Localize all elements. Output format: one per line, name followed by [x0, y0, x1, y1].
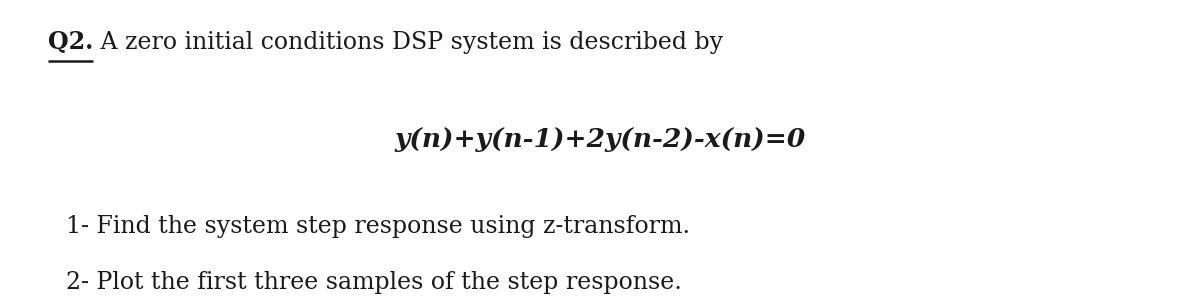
Text: A zero initial conditions DSP system is described by: A zero initial conditions DSP system is … — [94, 31, 724, 54]
Text: 1- Find the system step response using z-transform.: 1- Find the system step response using z… — [66, 215, 690, 238]
Text: y(n)+y(n-1)+2y(n-2)-x(n)=0: y(n)+y(n-1)+2y(n-2)-x(n)=0 — [395, 127, 805, 152]
Text: Q2.: Q2. — [48, 30, 94, 54]
Text: 2- Plot the first three samples of the step response.: 2- Plot the first three samples of the s… — [66, 270, 682, 293]
